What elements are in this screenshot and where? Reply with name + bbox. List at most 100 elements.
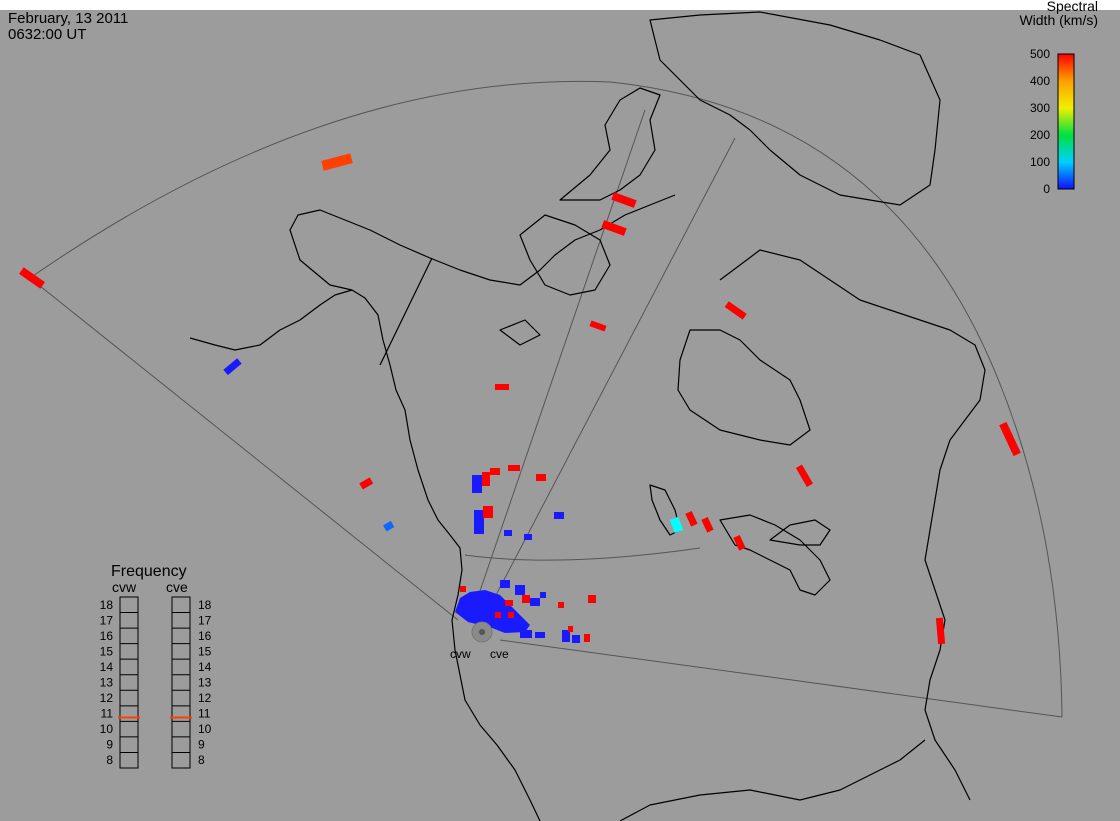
echo: [935, 617, 946, 645]
echo: [500, 580, 510, 588]
colorbar-tick-label: 200: [1030, 128, 1050, 142]
radar-sites: cvw cve: [450, 621, 509, 661]
frequency-level-label-right: 10: [198, 722, 212, 736]
plot-time: 0632:00 UT: [8, 26, 87, 43]
colorbar-scale: [1057, 53, 1075, 190]
echo: [383, 520, 395, 532]
echo: [515, 585, 525, 595]
frequency-label-cvw: cvw: [112, 579, 137, 595]
echo: [536, 474, 546, 481]
plot-date: February, 13 2011: [8, 10, 129, 27]
echo: [490, 468, 500, 475]
echo: [359, 477, 374, 490]
colorbar-tick-label: 100: [1030, 155, 1050, 169]
labrador-east-coast: [719, 249, 986, 801]
radar-label-cve: cve: [490, 647, 509, 661]
arctic-islands: [499, 87, 661, 346]
echo: [505, 600, 513, 606]
echo: [508, 465, 520, 471]
fov-range-arc: [464, 547, 701, 561]
echo: [669, 516, 684, 533]
echo: [540, 592, 546, 598]
gulf-coast: [619, 739, 926, 821]
frequency-level-label-right: 13: [198, 676, 212, 690]
fov-west-edge: [29, 277, 459, 621]
echo: [474, 510, 484, 534]
echo: [530, 598, 540, 606]
echo: [460, 586, 466, 592]
frequency-level-label-left: 15: [100, 644, 114, 658]
frequency-level-label-right: 8: [198, 753, 205, 767]
colorbar-ticks: 500 400 300 200 100 0: [1030, 47, 1050, 196]
echo: [584, 634, 590, 642]
echo: [611, 192, 637, 208]
echo: [535, 632, 545, 638]
frequency-level-label-left: 8: [106, 753, 113, 767]
frequency-level-label-right: 9: [198, 738, 205, 752]
echo: [601, 220, 627, 236]
frequency-level-label-left: 17: [100, 613, 114, 627]
echo: [520, 630, 532, 638]
frequency-level-label-left: 12: [100, 691, 114, 705]
echo-cluster: [455, 590, 530, 633]
frequency-label-cve: cve: [166, 579, 188, 595]
frequency-level-label-left: 18: [100, 598, 114, 612]
echo: [724, 301, 747, 320]
radar-site-dot: [479, 629, 485, 635]
echo: [572, 635, 580, 643]
frequency-level-label-right: 18: [198, 598, 212, 612]
great-lakes: [719, 514, 831, 596]
frequency-level-label-right: 16: [198, 629, 212, 643]
echo: [701, 516, 714, 533]
frequency-level-label-left: 11: [101, 707, 114, 721]
fov-east-edge: [499, 639, 1063, 718]
frequency-bar-cve: [171, 596, 191, 769]
frequency-level-label-left: 13: [100, 676, 114, 690]
echo: [999, 421, 1021, 457]
echo: [733, 534, 746, 551]
colorbar-tick-label: 300: [1030, 101, 1050, 115]
alaska-north-coast: [289, 194, 676, 291]
echo: [472, 475, 482, 493]
echo: [483, 506, 493, 518]
echo: [568, 626, 573, 632]
echoes: [19, 153, 1021, 645]
colorbar: 500 400 300 200 100 0: [1030, 47, 1075, 196]
echo: [795, 464, 813, 488]
echo: [554, 512, 564, 519]
echo: [522, 595, 530, 603]
echo: [524, 534, 532, 540]
echo: [223, 358, 242, 376]
colorbar-title-line1: Spectral: [1046, 0, 1098, 14]
echo: [512, 620, 520, 628]
map-background: [0, 10, 1120, 821]
echo: [562, 630, 570, 642]
colorbar-tick-label: 0: [1043, 182, 1050, 196]
fov-outer-arc: [29, 80, 1063, 718]
echo: [508, 612, 514, 618]
hudson-bay: [677, 329, 811, 446]
frequency-level-label-left: 9: [106, 738, 113, 752]
colorbar-tick-label: 400: [1030, 74, 1050, 88]
echo: [19, 267, 45, 289]
frequency-level-label-right: 15: [198, 644, 212, 658]
echo: [495, 384, 509, 390]
frequency-bar-cvw: [119, 596, 139, 769]
frequency-level-label-left: 16: [100, 629, 114, 643]
frequency-level-label-right: 12: [198, 691, 212, 705]
echo: [504, 530, 512, 536]
echo: [685, 510, 698, 527]
frequency-level-label-right: 17: [198, 613, 212, 627]
frequency-title: Frequency: [111, 563, 187, 580]
frequency-level-label-left: 14: [100, 660, 114, 674]
colorbar-tick-label: 500: [1030, 47, 1050, 61]
echo: [558, 602, 564, 608]
greenland: [649, 11, 941, 206]
frequency-level-label-right: 14: [198, 660, 212, 674]
echo: [321, 153, 353, 171]
north-america-west-coast: [189, 289, 541, 821]
